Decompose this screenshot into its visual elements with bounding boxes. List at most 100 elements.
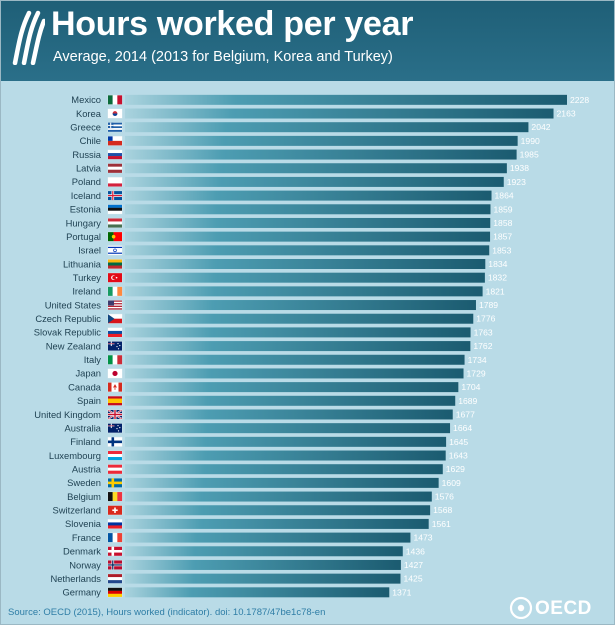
bar [125,546,403,557]
bar-row: United Kingdom 1677 [34,409,475,420]
bar [125,409,453,420]
bar [125,245,490,256]
flag-united-kingdom-icon [107,409,123,420]
bar [125,300,476,311]
bar-row: Poland 1923 [72,176,526,187]
category-label: Belgium [67,491,101,502]
flag-spain-icon [107,395,123,406]
bar-row: Japan 1729 [75,368,485,379]
bar-row: Luxembourg 1643 [49,450,468,461]
flag-norway-icon [107,560,123,570]
value-label: 1990 [521,136,540,146]
bar-row: Iceland 1864 [71,190,514,201]
category-label: Hungary [66,217,102,228]
bar [125,477,439,488]
category-label: Czech Republic [35,313,101,324]
bar [125,423,451,434]
value-label: 1645 [449,437,468,447]
flag-iceland-icon [107,190,123,201]
bar [125,149,517,160]
bar-row: Slovak Republic 1763 [34,327,493,338]
bar-row: Estonia 1859 [70,204,513,215]
bar-row: Finland 1645 [70,436,468,447]
bar [125,436,447,447]
flag-ireland-icon [107,286,123,297]
bar [125,204,491,215]
category-label: Slovak Republic [34,327,102,338]
value-label: 1821 [486,286,505,296]
flag-poland-icon [107,177,123,187]
value-label: 1629 [446,464,465,474]
flag-japan-icon [107,368,123,379]
category-label: Korea [76,108,102,119]
bar [125,286,483,297]
category-label: Japan [75,368,101,379]
bar-row: Netherlands 1425 [50,573,422,584]
value-label: 1834 [488,259,507,269]
flag-belgium-icon [107,491,123,502]
value-label: 1427 [404,560,423,570]
bar [125,559,401,570]
bar-row: Greece 2042 [70,122,551,133]
flag-russia-icon [107,149,123,160]
category-label: New Zealand [46,340,101,351]
oecd-logo-text: OECD [535,598,592,619]
bar [125,217,491,228]
flag-italy-icon [107,354,123,365]
bar [125,368,464,379]
flag-estonia-icon [107,204,123,215]
bar [125,354,465,365]
bar [125,313,474,324]
value-label: 1371 [392,587,411,597]
category-label: Finland [70,436,101,447]
page-title: Hours worked per year [51,5,414,43]
flag-canada-icon [107,382,123,393]
flag-hungary-icon [107,218,123,228]
flag-austria-icon [107,464,123,475]
value-label: 1864 [495,191,514,201]
value-label: 1436 [406,546,425,556]
bar-row: Austria 1629 [72,464,465,475]
value-label: 1985 [520,150,539,160]
footer-bar [1,603,614,624]
page-subtitle: Average, 2014 (2013 for Belgium, Korea a… [53,49,393,65]
bar-row: Russia 1985 [72,149,539,160]
flag-lithuania-icon [107,259,123,269]
flag-sweden-icon [107,477,123,488]
bar-row: Norway 1427 [69,559,423,570]
value-label: 1473 [413,533,432,543]
oecd-stripes-icon [12,10,45,65]
bar-row: Latvia 1938 [76,163,529,174]
category-label: Estonia [70,204,102,215]
category-label: Netherlands [50,573,101,584]
bar-row: Sweden 1609 [67,477,461,488]
category-label: United States [45,299,102,310]
source-note: Source: OECD (2015), Hours worked (indic… [8,607,326,618]
value-label: 1938 [510,163,529,173]
flag-germany-icon [107,587,123,598]
bar-row: Ireland 1821 [72,286,505,297]
category-label: Mexico [71,94,101,105]
category-label: Israel [78,245,101,256]
category-label: Latvia [76,163,102,174]
value-label: 1857 [493,232,512,242]
bar [125,464,443,475]
value-label: 2228 [570,95,589,105]
value-label: 1689 [458,396,477,406]
bar-row: Chile 1990 [80,135,540,146]
flag-latvia-icon [107,163,123,174]
flag-turkey-icon [107,272,123,283]
bar [125,395,456,406]
flag-greece-icon [107,122,123,133]
header-banner: Hours worked per year Average, 2014 (201… [1,1,614,81]
value-label: 1704 [461,382,480,392]
category-label: Canada [68,381,102,392]
value-label: 1576 [435,492,454,502]
bar [125,518,429,529]
bar-row: Australia 1664 [65,422,473,433]
value-label: 1776 [476,314,495,324]
flag-slovak-republic-icon [107,327,123,338]
flag-new-zealand-icon [107,341,123,351]
bar [125,94,567,105]
value-label: 1734 [468,355,487,365]
